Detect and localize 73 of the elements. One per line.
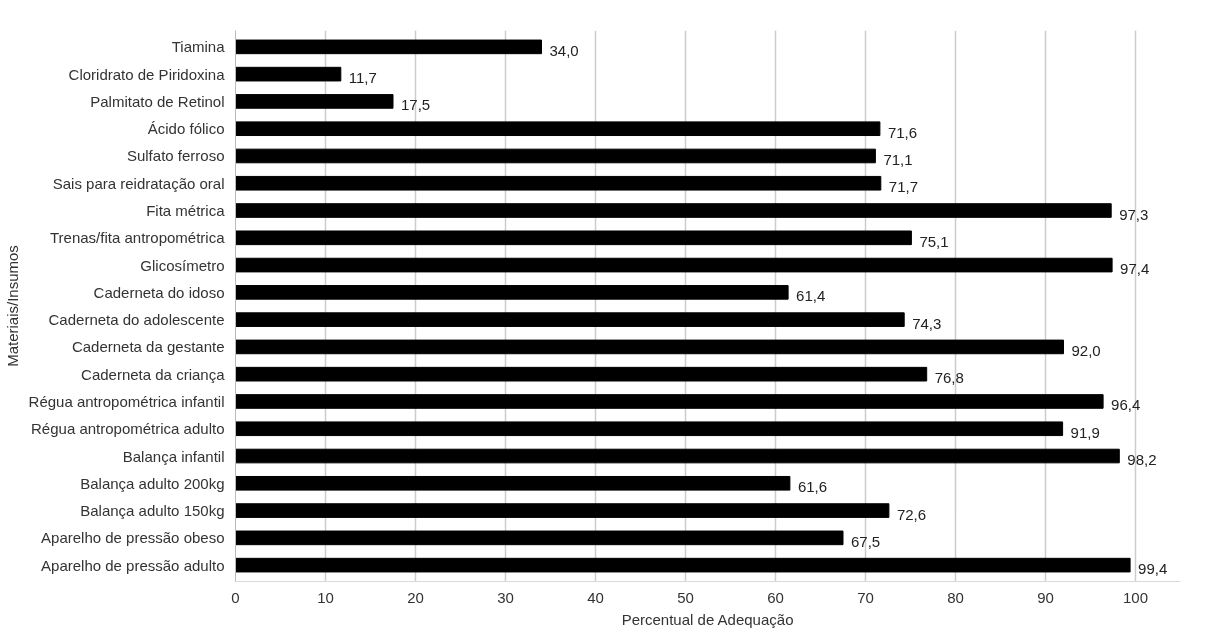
data-label: 34,0 <box>549 41 579 59</box>
y-tick-label: Caderneta do adolescente <box>48 311 225 329</box>
x-tick-label: 80 <box>947 588 964 606</box>
bar <box>235 257 1113 273</box>
y-tick-label: Palmitato de Retinol <box>90 92 225 110</box>
x-tick-label: 30 <box>497 588 514 606</box>
bar <box>235 421 1064 437</box>
y-tick-label: Aparelho de pressão obeso <box>41 529 225 547</box>
y-tick-label: Balança adulto 150kg <box>80 502 225 520</box>
y-tick-label: Régua antropométrica infantil <box>28 392 225 410</box>
bar <box>235 94 394 109</box>
y-axis-title: Materiais/Insumos <box>3 245 21 367</box>
y-tick-label: Ácido fólico <box>147 120 225 138</box>
x-tick-label: 90 <box>1037 588 1054 606</box>
bar <box>235 475 791 491</box>
data-label: 99,4 <box>1138 560 1168 578</box>
data-label: 67,5 <box>851 532 881 550</box>
bar <box>235 285 789 300</box>
y-tick-label: Sais para reidratação oral <box>52 174 225 192</box>
y-tick-label: Glicosímetro <box>140 256 225 274</box>
data-label: 71,7 <box>888 178 918 196</box>
data-label: 96,4 <box>1111 396 1141 414</box>
bar <box>235 66 342 82</box>
bar <box>235 230 912 246</box>
y-tick-label: Balança adulto 200kg <box>80 474 225 492</box>
bar <box>235 203 1112 218</box>
data-label: 75,1 <box>919 232 949 250</box>
bar <box>235 175 882 191</box>
data-label: 71,6 <box>887 123 918 141</box>
data-label: 61,6 <box>797 478 828 496</box>
data-label: 17,5 <box>401 96 431 114</box>
data-label: 97,3 <box>1119 205 1149 223</box>
data-label: 11,7 <box>348 69 377 87</box>
x-tick-label: 60 <box>767 588 784 606</box>
bar <box>235 557 1131 573</box>
data-label: 72,6 <box>896 505 927 523</box>
data-label: 76,8 <box>934 369 964 387</box>
x-tick-label: 20 <box>407 588 424 606</box>
bar <box>235 148 876 164</box>
y-tick-label: Aparelho de pressão adulto <box>41 556 225 574</box>
y-tick-label: Trenas/fita antropométrica <box>49 229 226 247</box>
bar <box>235 121 881 137</box>
bar <box>235 39 542 55</box>
y-tick-label: Régua antropométrica adulto <box>31 420 225 438</box>
data-label: 61,4 <box>796 287 826 305</box>
data-label: 92,0 <box>1071 341 1101 359</box>
x-tick-label: 40 <box>587 588 604 606</box>
bar <box>235 339 1064 355</box>
y-tick-label: Tiamina <box>171 38 226 56</box>
y-tick-label: Caderneta da criança <box>81 365 226 383</box>
x-tick-label: 50 <box>677 588 694 606</box>
data-label: 98,2 <box>1127 451 1157 469</box>
bar <box>235 448 1120 464</box>
x-tick-label: 100 <box>1122 588 1149 606</box>
bar <box>235 312 905 327</box>
y-tick-label: Caderneta do idoso <box>93 283 225 301</box>
bar <box>235 530 844 546</box>
y-tick-label: Balança infantil <box>122 447 225 465</box>
data-label: 71,1 <box>883 150 913 168</box>
y-tick-label: Caderneta da gestante <box>71 338 225 356</box>
y-tick-label: Sulfato ferroso <box>126 147 225 165</box>
bar <box>235 394 1104 409</box>
data-label: 91,9 <box>1070 423 1100 441</box>
x-tick-label: 0 <box>231 588 240 606</box>
y-tick-label: Cloridrato de Piridoxina <box>68 65 226 83</box>
bar <box>235 503 890 518</box>
bar <box>235 366 928 382</box>
x-tick-label: 10 <box>317 588 334 606</box>
y-tick-label: Fita métrica <box>146 202 226 220</box>
data-label: 97,4 <box>1120 260 1150 278</box>
x-tick-label: 70 <box>857 588 874 606</box>
data-label: 74,3 <box>912 314 942 332</box>
x-axis-title: Percentual de Adequação <box>621 610 794 628</box>
